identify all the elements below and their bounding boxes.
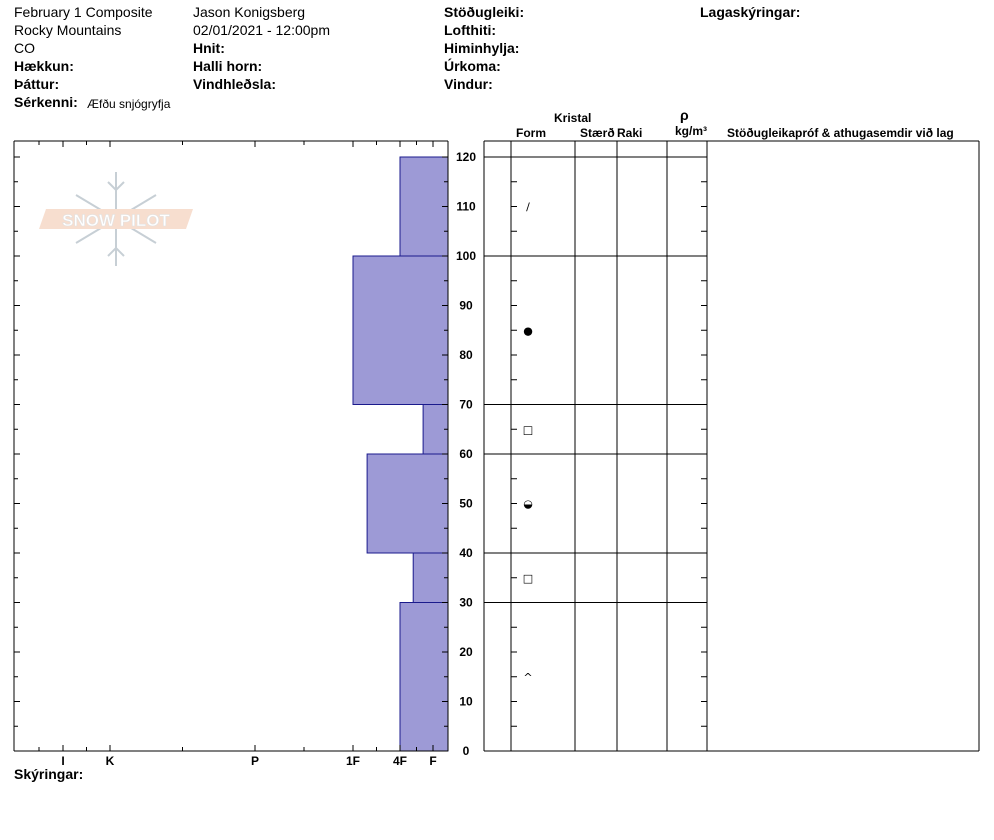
observation-date: 02/01/2021 - 12:00pm xyxy=(193,22,330,38)
hardness-tick-label: 4F xyxy=(393,754,407,768)
hardness-tick-label: I xyxy=(61,754,64,768)
aspect-label: Þáttur: xyxy=(14,76,60,92)
hardness-bar xyxy=(412,552,449,603)
hardness-profile xyxy=(352,156,449,752)
location-name: February 1 Composite xyxy=(14,4,153,20)
hardness-tick-label: 1F xyxy=(346,754,360,768)
depth-tick-label: 20 xyxy=(459,645,473,659)
crystal-form-symbol: □ xyxy=(523,572,533,585)
crystal-form-symbol: □ xyxy=(523,423,533,436)
hardness-bar xyxy=(399,602,449,752)
crystal-form-symbol: ^ xyxy=(523,671,532,684)
depth-tick-label: 40 xyxy=(459,546,473,560)
air-temp-label: Lofthiti: xyxy=(444,22,497,38)
depth-tick-label: 120 xyxy=(456,150,476,164)
crystal-form-symbol: ◒ xyxy=(523,498,533,511)
elevation-label: Hækkun: xyxy=(14,58,74,74)
density-unit: kg/m³ xyxy=(675,124,708,138)
depth-tick-label: 80 xyxy=(459,348,473,362)
hardness-bar xyxy=(366,453,449,554)
crystal-form-symbol: ● xyxy=(523,324,533,337)
form-header: Form xyxy=(516,126,546,140)
specifics-value: Æfðu snjógryfja xyxy=(87,97,171,111)
depth-tick-label: 90 xyxy=(459,299,473,313)
wind-loading-label: Vindhleðsla: xyxy=(193,76,276,92)
crystal-form-symbol: / xyxy=(526,201,530,214)
depth-tick-label: 110 xyxy=(456,200,476,214)
hardness-axes: 0 10 20 30 40 50 60 70 80 90 100 110 120 I K P 1F 4F F xyxy=(13,140,476,768)
slope-angle-label: Halli horn: xyxy=(193,58,263,74)
range-name: Rocky Mountains xyxy=(14,22,122,38)
state-name: CO xyxy=(14,40,35,56)
hardness-tick-label: F xyxy=(429,754,436,768)
depth-tick-label: 60 xyxy=(459,447,473,461)
depth-tick-label: 50 xyxy=(459,497,473,511)
logo-text: SNOW PILOT xyxy=(62,211,170,230)
size-header: Stærð xyxy=(580,126,615,140)
depth-tick-label: 100 xyxy=(456,249,476,263)
precipitation-label: Úrkoma: xyxy=(444,58,501,74)
footer-notes-label: Skýringar: xyxy=(14,766,84,782)
hardness-tick-label: P xyxy=(251,754,259,768)
depth-tick-label: 30 xyxy=(459,596,473,610)
comments-header: Stöðugleikapróf & athugasemdir við lag xyxy=(727,126,954,140)
depth-tick-label: 10 xyxy=(459,695,473,709)
coordinates-label: Hnit: xyxy=(193,40,225,56)
hardness-bar xyxy=(352,255,449,405)
observer-name: Jason Konigsberg xyxy=(193,4,306,20)
hardness-tick-label: K xyxy=(106,754,115,768)
sky-cover-label: Himinhylja: xyxy=(444,40,520,56)
layer-notes-label: Lagaskýringar: xyxy=(700,4,801,20)
snowpilot-logo: SNOW PILOT xyxy=(39,172,193,266)
layer-table: / ● □ ◒ □ ^ xyxy=(483,140,980,752)
density-header: ρ xyxy=(680,107,689,123)
hardness-bar xyxy=(399,156,449,257)
stability-label: Stöðugleiki: xyxy=(444,4,525,20)
moisture-header: Raki xyxy=(617,126,643,140)
wind-label: Vindur: xyxy=(444,76,493,92)
specifics-label: Sérkenni: xyxy=(14,94,78,110)
depth-tick-label: 70 xyxy=(459,398,473,412)
depth-tick-label: 0 xyxy=(463,744,470,758)
crystal-header: Kristal xyxy=(554,111,592,125)
